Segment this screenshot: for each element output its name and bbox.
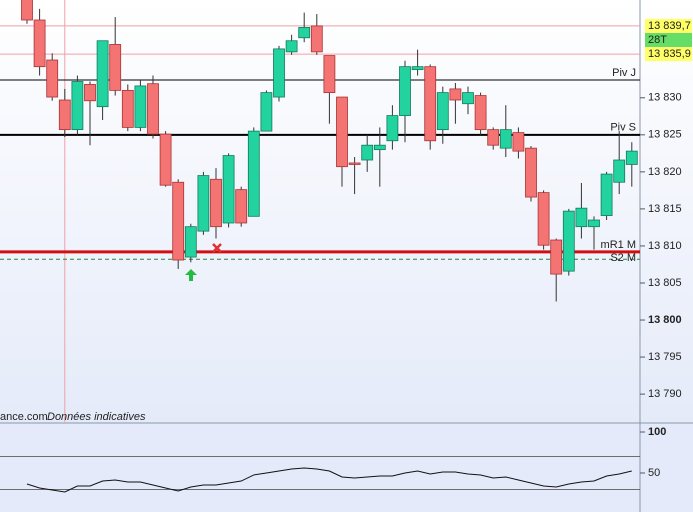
candle-body	[121, 89, 134, 128]
level-label: Piv J	[612, 67, 636, 79]
candle-body	[411, 66, 424, 71]
candle-body	[323, 55, 336, 94]
candle-body	[109, 44, 122, 91]
y-tick-label: 50	[648, 467, 660, 479]
candle-body	[260, 92, 273, 132]
candle-body	[588, 219, 600, 228]
candle-body	[386, 115, 399, 142]
price-tag-label: 13 835,9	[648, 48, 691, 60]
price-tag-label: 28T	[648, 34, 667, 46]
candle-body	[184, 226, 197, 258]
buy-signal	[185, 269, 197, 281]
y-tick-label: 13 795	[648, 351, 682, 363]
watermark-site: ance.com	[0, 411, 48, 423]
candle-body	[361, 144, 374, 161]
candle-body	[537, 192, 550, 246]
candle-body	[600, 173, 613, 216]
y-tick-label: 13 830	[648, 92, 682, 104]
candle-body	[134, 85, 147, 128]
price-tag-label: 13 839,7	[648, 20, 691, 32]
candle-body	[84, 84, 96, 102]
candle-body	[562, 210, 575, 272]
candle-body	[487, 129, 500, 146]
candle-body	[247, 130, 260, 217]
candle-body	[550, 239, 563, 275]
candle-body	[436, 92, 449, 131]
y-tick-label: 100	[648, 426, 666, 438]
y-tick-label: 13 820	[648, 166, 682, 178]
y-tick-label: 13 805	[648, 277, 682, 289]
y-tick-label: 13 800	[648, 314, 682, 326]
price-tag	[645, 18, 692, 33]
y-tick-label: 13 825	[648, 129, 682, 141]
candle-body	[298, 27, 311, 39]
candle-body	[310, 25, 323, 53]
candle-body	[348, 162, 361, 165]
candle-body	[273, 48, 285, 98]
candle-body	[172, 181, 185, 261]
candle-body	[625, 150, 638, 165]
axis: 13 790 13 795 13 800 13 805 13 810 13 815 13 8…	[601, 18, 692, 479]
candle-body	[210, 178, 222, 228]
candle-body	[58, 99, 71, 131]
candle-body	[399, 66, 411, 116]
candle-body	[33, 19, 46, 68]
y-tick-label: 13 815	[648, 203, 682, 215]
candle-body	[222, 155, 235, 224]
candle-body	[373, 144, 386, 151]
main-plot	[0, 0, 640, 423]
candle-body	[285, 40, 298, 53]
price-tag	[645, 47, 692, 62]
y-tick-label: 13 810	[648, 240, 682, 252]
candle-body	[449, 88, 462, 101]
candle-body	[147, 83, 159, 135]
candle-body	[235, 189, 248, 224]
candle-body	[96, 40, 109, 108]
indicator-line	[26, 467, 632, 493]
candle-body	[424, 66, 437, 142]
candle-body	[499, 129, 512, 149]
candle-body	[71, 81, 84, 131]
watermark-note: Données indicatives	[47, 411, 146, 423]
lower-panel-background	[0, 423, 693, 512]
sell-signal	[212, 243, 222, 253]
candle-body	[21, 0, 33, 21]
level-label: S2 M	[610, 252, 636, 264]
level-label: Piv S	[610, 122, 636, 134]
candle-body	[46, 59, 59, 98]
price-tag	[645, 33, 692, 47]
candle-body	[512, 132, 525, 152]
lower-plot	[0, 456, 640, 493]
candle-body	[575, 207, 588, 228]
y-tick-label: 13 790	[648, 388, 682, 400]
candle-body	[462, 92, 474, 105]
candle-body	[474, 95, 487, 131]
candle-body	[159, 133, 172, 186]
candle-body	[197, 175, 210, 232]
candle-body	[613, 159, 626, 183]
level-label: mR1 M	[601, 239, 636, 251]
candle-body	[336, 96, 348, 168]
candle-body	[525, 147, 537, 198]
